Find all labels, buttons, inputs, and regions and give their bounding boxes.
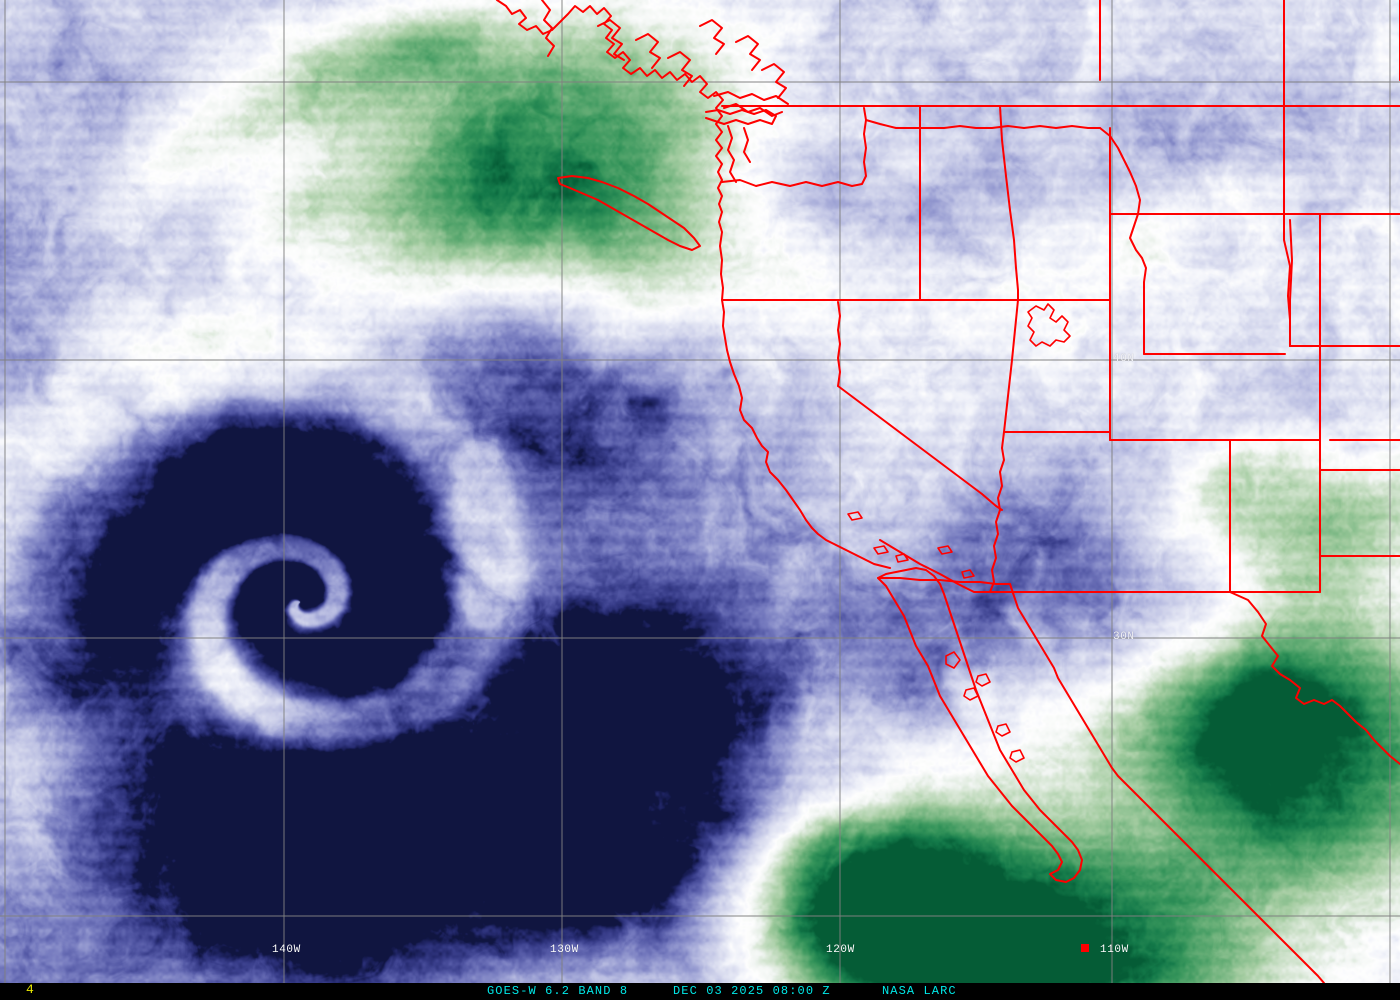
credit-label: NASA LARC	[882, 984, 957, 998]
frame-number: 4	[26, 983, 34, 997]
status-bar: 4 GOES-W 6.2 BAND 8 DEC 03 2025 08:00 Z …	[0, 983, 1400, 1000]
timestamp-label: DEC 03 2025 08:00 Z	[673, 984, 831, 998]
sensor-label: GOES-W 6.2 BAND 8	[487, 984, 629, 998]
